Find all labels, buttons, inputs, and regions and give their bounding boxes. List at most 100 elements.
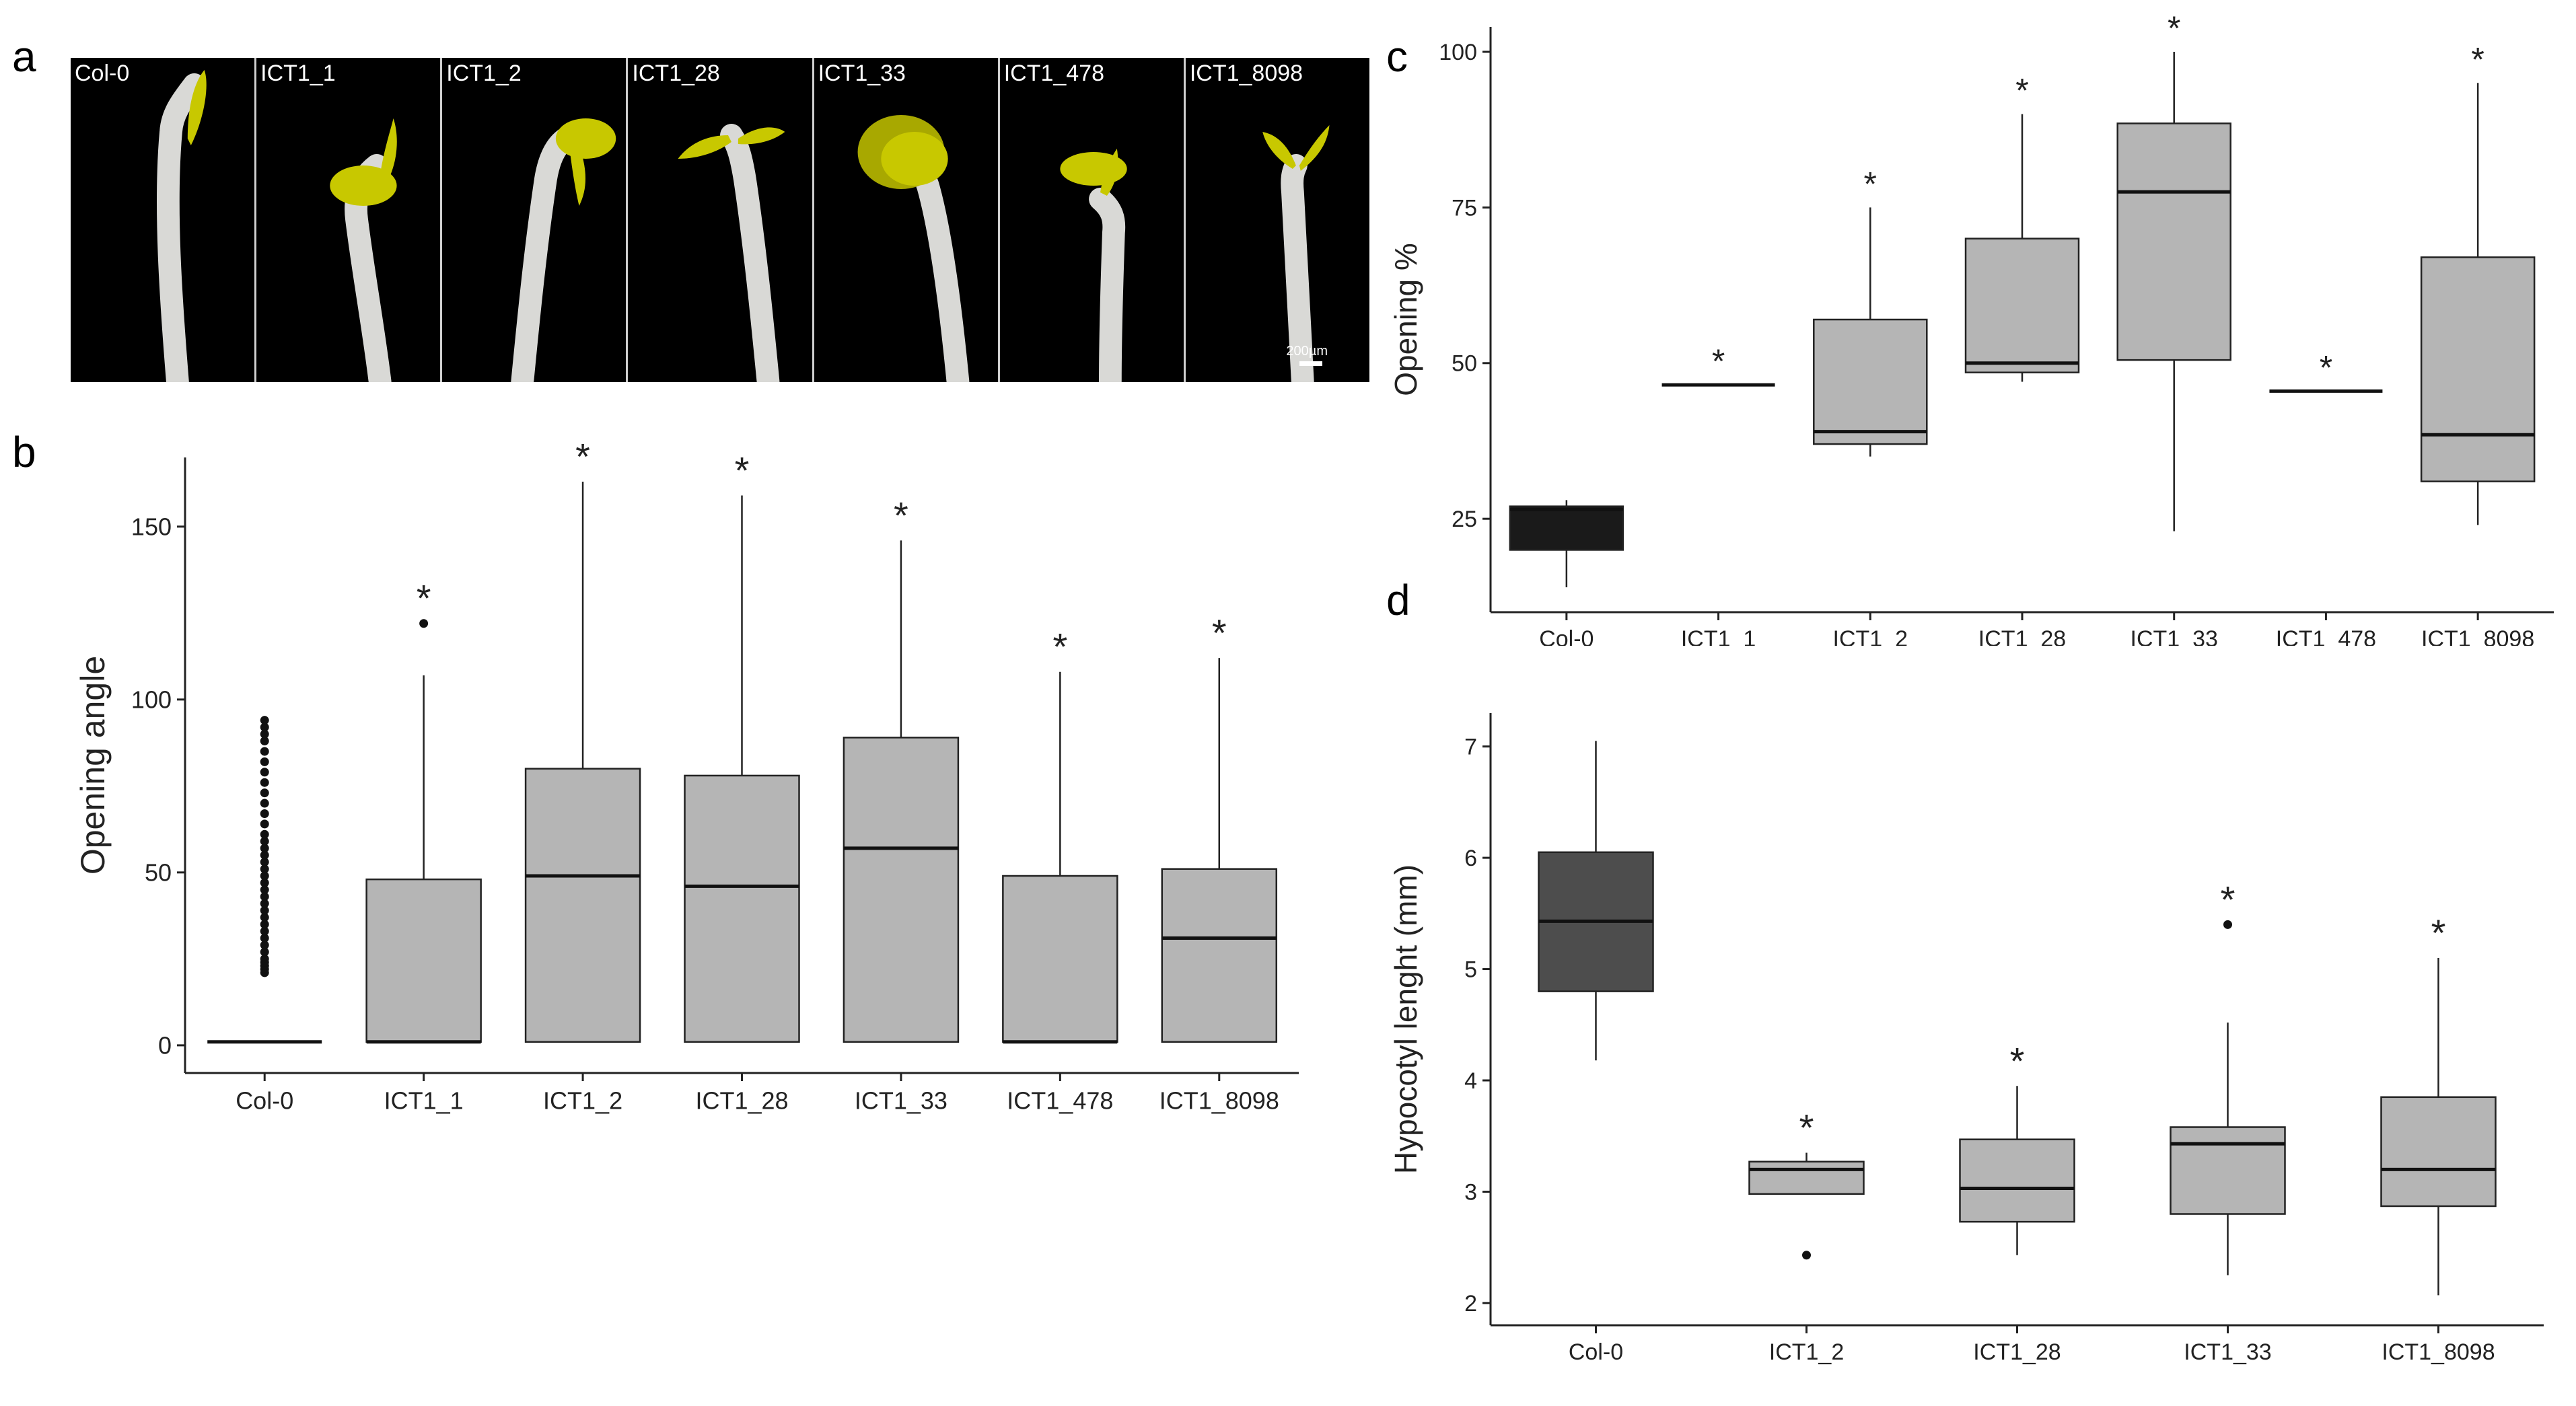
significance-star: * xyxy=(1712,342,1725,380)
box-body xyxy=(365,878,482,1043)
hypocotyl-length-chart: 2 3 4 5 6 7 Hypocotyl lenght (mm) Col-0 ICT1_2 * I… xyxy=(1388,713,2544,1365)
photo-label: ICT1_28 xyxy=(632,61,720,86)
significance-star: * xyxy=(2015,72,2028,110)
significance-star: * xyxy=(2168,13,2180,47)
seedling-image xyxy=(330,118,397,382)
significance-star: * xyxy=(1052,626,1067,668)
box-body xyxy=(1509,505,1624,551)
box-body xyxy=(2380,1096,2497,1208)
significance-star: * xyxy=(575,444,590,478)
outlier-point xyxy=(2223,920,2232,929)
outlier-point xyxy=(260,757,269,766)
box-body xyxy=(1959,1138,2075,1223)
x-tick-label: ICT1_33 xyxy=(2184,1339,2271,1365)
x-tick-label: ICT1_8098 xyxy=(2382,1339,2495,1365)
x-tick-label: ICT1_478 xyxy=(1007,1086,1113,1114)
y-tick-label: 2 xyxy=(1464,1291,1477,1317)
x-tick-label: ICT1_1 xyxy=(384,1086,464,1114)
box-body xyxy=(2170,1126,2286,1215)
scale-bar-label: 200µm xyxy=(1286,344,1328,359)
y-tick-label: 0 xyxy=(158,1031,172,1059)
y-axis-label: Hypocotyl lenght (mm) xyxy=(1388,864,1423,1174)
y-axis-label: Opening % xyxy=(1388,243,1423,396)
x-tick-label: ICT1_28 xyxy=(695,1086,788,1114)
photo-tile: ICT1_478 xyxy=(1000,58,1186,382)
significance-star: * xyxy=(1799,1107,1814,1149)
outlier-point xyxy=(260,850,269,860)
photo-label: ICT1_33 xyxy=(818,61,906,86)
panel-letter-d: d xyxy=(1386,576,1410,624)
x-tick-label: ICT1_28 xyxy=(1973,1339,2061,1365)
y-axis-label: Opening angle xyxy=(74,656,112,875)
outlier-point xyxy=(260,885,269,895)
significance-star: * xyxy=(1212,612,1227,654)
photo-tile: ICT1_8098 200µm xyxy=(1186,58,1369,382)
outlier-point xyxy=(260,954,269,963)
significance-star: * xyxy=(2320,348,2332,386)
opening-angle-chart: 0 50 100 150 Opening angle Col-0 ICT1_1 * ICT1_2… xyxy=(74,444,1299,1114)
significance-star: * xyxy=(2010,1039,2025,1082)
significance-star: * xyxy=(2221,878,2235,920)
outlier-point xyxy=(260,947,269,957)
y-tick-label: 100 xyxy=(1439,40,1477,65)
outlier-point xyxy=(1802,1251,1811,1260)
significance-star: * xyxy=(417,577,431,620)
x-tick-label: ICT1_33 xyxy=(2131,626,2218,646)
panel-letter-c: c xyxy=(1386,32,1408,81)
box-body xyxy=(2420,256,2536,482)
outlier-point xyxy=(260,778,269,787)
outlier-point xyxy=(260,788,269,798)
outlier-point xyxy=(260,729,269,739)
panel-letter-b: b xyxy=(12,428,36,476)
seedling-image xyxy=(1060,149,1127,382)
x-tick-label: ICT1_478 xyxy=(2276,626,2376,646)
significance-star: * xyxy=(1864,165,1877,202)
outlier-point xyxy=(260,737,269,746)
seedling-image xyxy=(511,118,616,382)
x-tick-label: Col-0 xyxy=(1569,1339,1623,1365)
x-tick-label: Col-0 xyxy=(1539,626,1594,646)
outlier-point xyxy=(260,799,269,808)
box-body xyxy=(1748,1160,1865,1195)
seedling-image xyxy=(857,115,969,382)
outlier-point xyxy=(260,905,269,915)
box-body xyxy=(1813,318,1928,445)
x-tick-label: ICT1_1 xyxy=(1681,626,1756,646)
photo-tile: ICT1_33 xyxy=(814,58,1000,382)
x-tick-label: Col-0 xyxy=(236,1086,293,1114)
photo-tile: ICT1_28 xyxy=(628,58,814,382)
outlier-point xyxy=(260,844,269,853)
y-tick-label: 150 xyxy=(131,513,172,540)
outlier-point xyxy=(260,940,269,950)
x-tick-label: ICT1_8098 xyxy=(2421,626,2534,646)
seedling-photo-strip: Col-0 ICT1_1 ICT1_2 ICT1_28 ICT1_33 xyxy=(71,58,1369,382)
photo-label: ICT1_478 xyxy=(1003,61,1105,86)
photo-label: ICT1_8098 xyxy=(1189,61,1303,86)
photo-label: ICT1_1 xyxy=(260,61,336,86)
x-tick-label: ICT1_2 xyxy=(543,1086,622,1114)
outlier-point xyxy=(260,747,269,756)
x-tick-label: ICT1_8098 xyxy=(1159,1086,1279,1114)
significance-star: * xyxy=(2471,40,2484,78)
outlier-point xyxy=(260,857,269,866)
box-body xyxy=(524,768,641,1043)
outlier-point xyxy=(260,819,269,829)
y-tick-label: 50 xyxy=(1452,351,1477,377)
box-body xyxy=(1161,868,1278,1043)
seedling-image xyxy=(156,70,207,382)
outlier-point xyxy=(260,892,269,901)
significance-star: * xyxy=(2431,912,2446,954)
outlier-point xyxy=(260,871,269,881)
x-tick-label: ICT1_2 xyxy=(1833,626,1908,646)
y-tick-label: 75 xyxy=(1452,195,1477,221)
y-tick-label: 4 xyxy=(1464,1068,1477,1094)
outlier-point xyxy=(260,926,269,936)
box-body xyxy=(1002,875,1118,1043)
y-tick-label: 50 xyxy=(145,858,172,886)
opening-percent-chart: 25 50 75 100 Opening % Col-0 ICT1_1 * ICT1_2 * ICT… xyxy=(1388,13,2554,646)
y-tick-label: 100 xyxy=(131,686,172,713)
outlier-point xyxy=(260,829,269,839)
scale-bar xyxy=(1299,361,1322,366)
outlier-point xyxy=(260,913,269,922)
outlier-point xyxy=(260,864,269,874)
